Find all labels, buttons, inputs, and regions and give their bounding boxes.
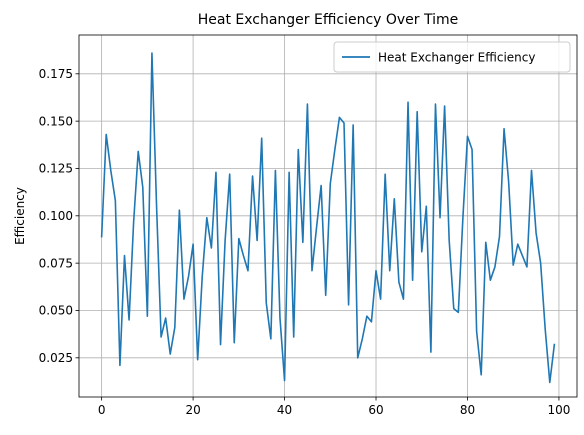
series-line (100, 52, 556, 384)
y-tick-label: 0.100 (39, 209, 73, 223)
axis-ticks: 0 20 40 60 80 100 0.025 0.050 0.075 0.100 0.125 0.1… (39, 67, 571, 417)
legend-entry-label: Heat Exchanger Efficiency (378, 51, 535, 65)
x-tick-label: 100 (547, 403, 570, 417)
y-tick-label: 0.150 (39, 114, 73, 128)
x-tick-label: 0 (98, 403, 106, 417)
chart-title: Heat Exchanger Efficiency Over Time (198, 12, 459, 28)
x-tick-label: 40 (277, 403, 292, 417)
plot-frame (78, 34, 578, 398)
y-axis-label: Efficiency (13, 187, 27, 245)
grid (79, 35, 577, 397)
y-tick-label: 0.025 (39, 351, 73, 365)
legend-box (333, 41, 571, 73)
y-tick-label: 0.075 (39, 256, 73, 270)
x-tick-label: 80 (460, 403, 475, 417)
legend: Heat Exchanger Efficiency (333, 41, 571, 73)
y-tick-label: 0.050 (39, 304, 73, 318)
x-tick-label: 60 (368, 403, 383, 417)
x-tick-label: 20 (185, 403, 200, 417)
series-layer (100, 52, 556, 384)
y-tick-label: 0.175 (39, 67, 73, 81)
y-tick-label: 0.125 (39, 162, 73, 176)
